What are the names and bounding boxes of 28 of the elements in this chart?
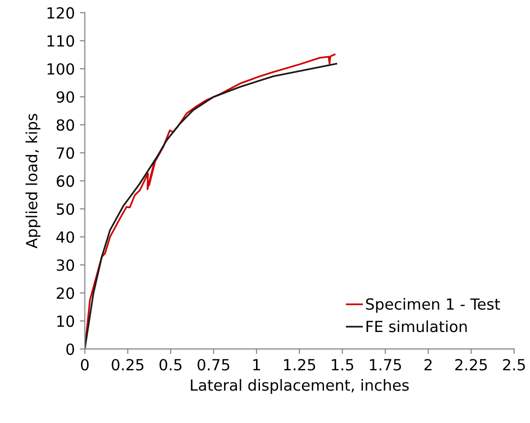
legend-label: FE simulation [366, 320, 467, 332]
x-tick-label: 2.5 [503, 358, 525, 371]
legend-label: Specimen 1 - Test [366, 298, 500, 313]
y-tick-label: 110 [48, 35, 74, 47]
x-tick-label: 1.75 [370, 359, 401, 371]
x-tick-label: 0.75 [198, 358, 230, 371]
y-tick-label: 80 [56, 119, 74, 131]
y-tick-label: 40 [56, 231, 74, 243]
y-tick-label: 0 [66, 343, 74, 355]
x-tick-label: 2 [424, 358, 432, 370]
y-axis-title: Applied load, kips [26, 114, 40, 248]
x-tick-label: 2.25 [455, 358, 487, 371]
x-tick-label: 0.5 [160, 358, 182, 371]
y-tick-label: 20 [56, 287, 74, 299]
x-tick-label: 0.25 [112, 358, 144, 371]
x-tick-label: 1.5 [332, 359, 354, 371]
x-axis-title: Lateral displacement, inches [190, 379, 409, 394]
y-tick-label: 70 [56, 147, 74, 159]
x-tick-label: 1 [253, 359, 260, 370]
y-tick-label: 30 [56, 259, 74, 271]
y-tick-label: 90 [56, 91, 74, 103]
x-tick-label: 1.25 [284, 358, 316, 371]
y-tick-label: 50 [56, 203, 74, 215]
x-tick-label: 0 [80, 358, 89, 371]
y-tick-label: 100 [48, 63, 74, 75]
y-tick-label: 10 [57, 315, 74, 327]
y-tick-label: 120 [48, 7, 74, 19]
y-tick-label: 60 [56, 175, 74, 187]
